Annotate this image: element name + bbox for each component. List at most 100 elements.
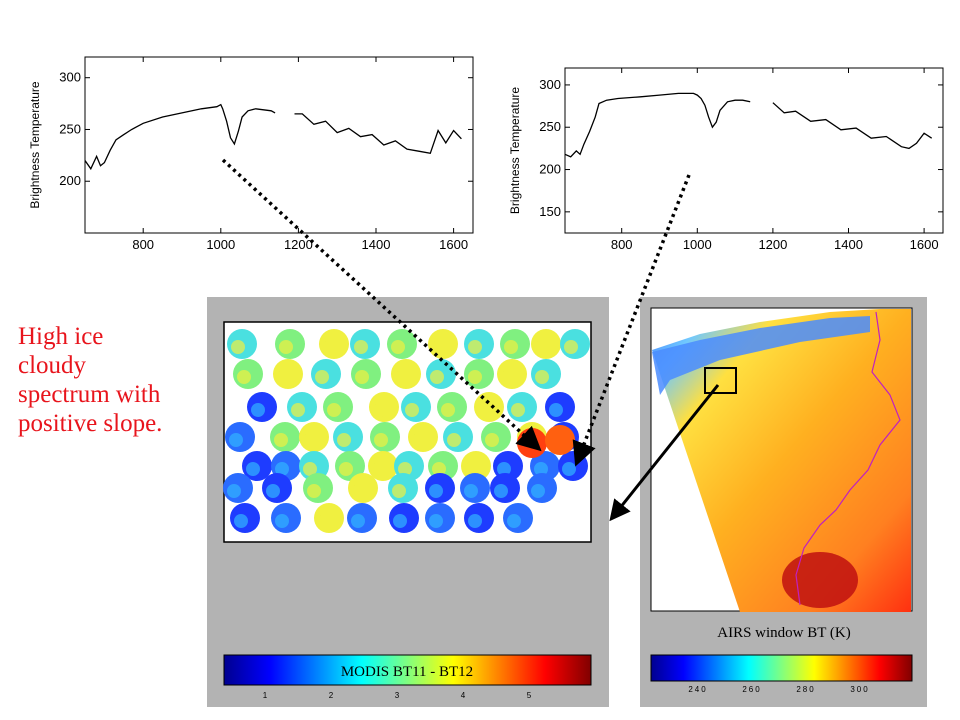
fov-dot-texture bbox=[501, 370, 515, 384]
fov-dot-texture bbox=[465, 462, 479, 476]
caption-line: positive slope. bbox=[18, 410, 163, 437]
airs-warm-core bbox=[782, 552, 858, 608]
caption-text: High ice cloudy spectrum with positive s… bbox=[18, 322, 213, 438]
fov-dot-texture bbox=[535, 340, 549, 354]
fov-dot-texture bbox=[504, 340, 518, 354]
airs-coastline bbox=[795, 311, 901, 606]
fov-dot-texture bbox=[549, 403, 563, 417]
fov-dot-texture bbox=[354, 340, 368, 354]
plot-frame bbox=[84, 56, 474, 234]
fov-dot-texture bbox=[279, 340, 293, 354]
x-tick-label: 1000 bbox=[683, 237, 712, 252]
airs-colorbar-tick: 300 bbox=[850, 685, 869, 694]
x-tick-label: 800 bbox=[132, 237, 154, 252]
airs-panel: AIRS window BT (K) 240 260 280 300 bbox=[640, 297, 927, 707]
fov-dot-texture bbox=[468, 370, 482, 384]
y-tick-label: 250 bbox=[539, 119, 561, 134]
fov-dot-texture bbox=[229, 433, 243, 447]
fov-dot-texture bbox=[447, 433, 461, 447]
spectrum-line bbox=[564, 92, 933, 158]
airs-colorbar-ticks: 240 260 280 300 bbox=[688, 685, 869, 694]
x-tick-label: 1200 bbox=[284, 237, 313, 252]
fov-dot-texture bbox=[562, 462, 576, 476]
y-axis-title: Brightness Temperature bbox=[28, 81, 42, 209]
fov-dot-texture bbox=[291, 403, 305, 417]
fov-dot-texture bbox=[432, 340, 446, 354]
fov-dot-texture bbox=[464, 484, 478, 498]
fov-dot-texture bbox=[355, 370, 369, 384]
modis-colorbar-tick: 3 bbox=[395, 691, 400, 700]
modis-colorbar-tick: 4 bbox=[461, 691, 466, 700]
modis-colorbar bbox=[223, 654, 592, 686]
fov-dot-texture bbox=[351, 514, 365, 528]
fov-dot-texture bbox=[373, 403, 387, 417]
airs-colorbar-tick: 240 bbox=[688, 685, 707, 694]
fov-dot-texture bbox=[468, 340, 482, 354]
modis-colorbar-tick: 2 bbox=[329, 691, 334, 700]
fov-dot-texture bbox=[507, 514, 521, 528]
y-tick-label: 250 bbox=[59, 121, 81, 136]
fov-dot-texture bbox=[429, 484, 443, 498]
fov-dot-highlight bbox=[517, 428, 547, 458]
airs-colorbar-tick: 260 bbox=[742, 685, 761, 694]
fov-dot-texture bbox=[393, 514, 407, 528]
fov-dot-highlight bbox=[545, 425, 575, 455]
fov-dot-texture bbox=[303, 462, 317, 476]
fov-dot-texture bbox=[478, 403, 492, 417]
modis-panel: MODIS BT11 - BT12 1 2 3 4 5 bbox=[207, 297, 609, 707]
fov-dot-texture bbox=[327, 403, 341, 417]
dotted-arrow-left bbox=[221, 158, 542, 452]
x-tick-label: 1400 bbox=[362, 237, 391, 252]
x-tick-label: 1000 bbox=[206, 237, 235, 252]
fov-dot-texture bbox=[237, 370, 251, 384]
fov-dot-texture bbox=[405, 403, 419, 417]
right-spectrum-chart: 800 1000 1200 1400 1600 150 200 250 300 Brightnes… bbox=[508, 67, 944, 252]
fov-dot-texture bbox=[275, 514, 289, 528]
y-tick-label: 200 bbox=[59, 173, 81, 188]
x-tick-label: 1400 bbox=[834, 237, 863, 252]
fov-dot-texture bbox=[251, 403, 265, 417]
fov-dot-texture bbox=[392, 484, 406, 498]
fov-dot-texture bbox=[497, 462, 511, 476]
caption-line: cloudy bbox=[18, 352, 87, 379]
spectrum-line bbox=[84, 103, 462, 171]
fov-dot-texture bbox=[307, 484, 321, 498]
fov-dot-texture bbox=[323, 340, 337, 354]
fov-dot-texture bbox=[534, 462, 548, 476]
fov-dot-texture bbox=[430, 370, 444, 384]
fov-dot-texture bbox=[429, 514, 443, 528]
modis-colorbar-tick: 5 bbox=[527, 691, 532, 700]
airs-colorbar bbox=[650, 654, 913, 682]
fov-dot-texture bbox=[535, 370, 549, 384]
fov-dot-texture bbox=[303, 433, 317, 447]
fov-dot-texture bbox=[352, 484, 366, 498]
fov-dot-texture bbox=[531, 484, 545, 498]
airs-cold-streak bbox=[652, 316, 870, 395]
airs-selected-box bbox=[704, 367, 737, 394]
fov-dot-texture bbox=[277, 370, 291, 384]
fov-dot-texture bbox=[374, 433, 388, 447]
modis-colorbar-label: MODIS BT11 - BT12 bbox=[341, 664, 473, 680]
fov-dot-texture bbox=[395, 370, 409, 384]
fov-dot-texture bbox=[231, 340, 245, 354]
fov-dot-texture bbox=[234, 514, 248, 528]
x-tick-label: 800 bbox=[611, 237, 633, 252]
modis-colorbar-tick: 1 bbox=[263, 691, 268, 700]
fov-dot-texture bbox=[432, 462, 446, 476]
annotation-arrows bbox=[221, 158, 720, 522]
fov-dot-texture bbox=[391, 340, 405, 354]
modis-colorbar-ticks: 1 2 3 4 5 bbox=[263, 691, 532, 700]
y-axis-title: Brightness Temperature bbox=[508, 87, 522, 215]
fov-dot-texture bbox=[511, 403, 525, 417]
fov-dot-texture bbox=[318, 514, 332, 528]
fov-dot-texture bbox=[266, 484, 280, 498]
fov-dot-texture bbox=[412, 433, 426, 447]
fov-dot-texture bbox=[398, 462, 412, 476]
dotted-arrow-right bbox=[572, 174, 691, 467]
x-tick-label: 1600 bbox=[439, 237, 468, 252]
x-tick-label: 1200 bbox=[758, 237, 787, 252]
fov-dot-texture bbox=[337, 433, 351, 447]
fov-dot-texture bbox=[468, 514, 482, 528]
fov-dot-texture bbox=[274, 433, 288, 447]
